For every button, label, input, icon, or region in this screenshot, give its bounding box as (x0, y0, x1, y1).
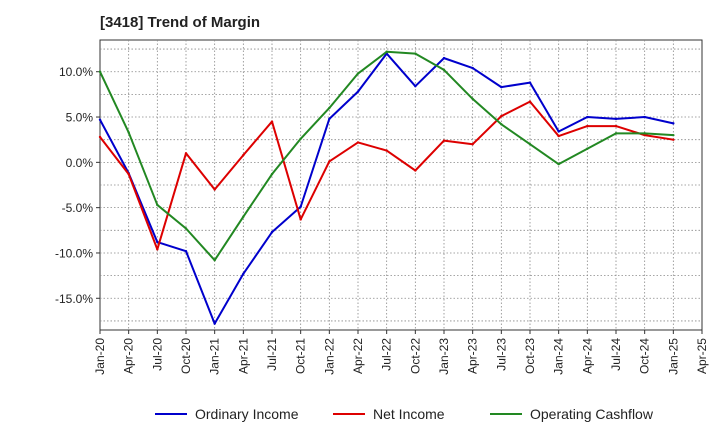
data-point-net-income (213, 188, 216, 191)
data-point-ordinary-income (471, 66, 474, 70)
data-point-operating-cashflow (528, 143, 532, 146)
data-point-ordinary-income (672, 122, 675, 125)
x-tick-label: Jan-24 (552, 338, 566, 375)
x-tick-label: Jan-21 (208, 338, 222, 375)
y-tick-label: 10.0% (59, 65, 93, 79)
data-point-operating-cashflow (156, 203, 159, 207)
data-point-net-income (328, 160, 331, 163)
y-tick-label: -5.0% (62, 201, 94, 215)
data-point-ordinary-income (184, 249, 188, 253)
data-point-net-income (242, 153, 245, 157)
data-point-operating-cashflow (643, 132, 646, 135)
x-tick-label: Oct-22 (408, 338, 422, 374)
x-tick-label: Oct-21 (294, 338, 308, 374)
x-tick-label: Jan-22 (322, 338, 336, 375)
y-tick-label: 5.0% (66, 111, 94, 125)
x-tick-label: Apr-23 (466, 338, 480, 374)
data-point-net-income (586, 124, 589, 128)
x-tick-label: Jul-23 (494, 338, 508, 371)
data-point-net-income (184, 152, 188, 155)
data-point-net-income (528, 100, 532, 103)
x-tick-label: Jul-24 (609, 338, 623, 371)
data-point-net-income (270, 120, 274, 123)
x-tick-label: Jul-21 (265, 338, 279, 371)
legend-label: Net Income (373, 406, 445, 422)
data-point-ordinary-income (614, 117, 618, 121)
data-point-operating-cashflow (471, 97, 474, 101)
data-point-net-income (98, 135, 102, 139)
y-tick-label: -10.0% (55, 246, 93, 260)
data-point-operating-cashflow (184, 227, 188, 230)
data-point-operating-cashflow (614, 132, 618, 135)
y-tick-label: 0.0% (66, 156, 94, 170)
y-tick-label: -15.0% (55, 292, 93, 306)
data-point-operating-cashflow (328, 106, 331, 110)
data-point-ordinary-income (299, 205, 302, 208)
data-point-ordinary-income (98, 118, 102, 121)
data-point-net-income (414, 169, 417, 172)
data-point-operating-cashflow (500, 123, 503, 126)
x-tick-label: Apr-20 (122, 338, 136, 374)
data-point-ordinary-income (500, 85, 503, 89)
data-point-ordinary-income (442, 56, 446, 60)
data-point-ordinary-income (270, 230, 274, 234)
x-tick-label: Oct-23 (523, 338, 537, 374)
data-point-operating-cashflow (586, 147, 589, 150)
data-point-ordinary-income (156, 240, 159, 244)
data-point-net-income (356, 141, 360, 144)
data-point-ordinary-income (586, 115, 589, 119)
data-point-net-income (557, 134, 560, 138)
data-point-net-income (299, 218, 302, 221)
x-tick-label: Oct-20 (179, 338, 193, 374)
x-tick-label: Jan-25 (666, 338, 680, 375)
data-point-ordinary-income (213, 322, 216, 325)
data-point-net-income (500, 114, 503, 118)
x-tick-label: Apr-21 (236, 338, 250, 374)
data-point-operating-cashflow (442, 68, 446, 72)
x-tick-label: Apr-24 (580, 338, 594, 374)
data-point-ordinary-income (328, 117, 331, 121)
data-point-operating-cashflow (414, 52, 417, 55)
legend-label: Operating Cashflow (530, 406, 654, 422)
legend-label: Ordinary Income (195, 406, 299, 422)
data-point-net-income (672, 138, 675, 141)
data-point-operating-cashflow (385, 50, 388, 53)
data-point-ordinary-income (356, 90, 360, 93)
data-point-ordinary-income (528, 81, 532, 84)
data-point-operating-cashflow (242, 215, 245, 218)
data-point-net-income (442, 139, 446, 142)
x-tick-label: Apr-22 (351, 338, 365, 374)
data-point-operating-cashflow (672, 133, 675, 137)
data-point-net-income (614, 124, 618, 128)
data-point-ordinary-income (557, 130, 560, 133)
data-point-net-income (385, 149, 388, 152)
chart-title: [3418] Trend of Margin (100, 14, 261, 31)
x-tick-label: Jan-20 (93, 338, 107, 375)
data-point-net-income (471, 143, 474, 146)
x-tick-label: Apr-25 (695, 338, 709, 374)
data-point-operating-cashflow (98, 70, 102, 73)
data-point-operating-cashflow (557, 162, 560, 166)
data-point-net-income (127, 172, 130, 176)
x-tick-label: Jul-22 (380, 338, 394, 371)
data-point-operating-cashflow (213, 259, 216, 262)
data-point-ordinary-income (414, 85, 417, 88)
data-point-net-income (156, 248, 159, 251)
x-tick-label: Jul-20 (150, 338, 164, 371)
data-point-ordinary-income (643, 115, 646, 119)
data-point-operating-cashflow (270, 172, 274, 176)
data-point-operating-cashflow (299, 137, 302, 140)
x-tick-label: Oct-24 (638, 338, 652, 374)
data-point-operating-cashflow (356, 72, 360, 75)
data-point-operating-cashflow (127, 131, 130, 134)
data-point-ordinary-income (242, 272, 245, 276)
x-tick-label: Jan-23 (437, 338, 451, 375)
data-point-net-income (643, 133, 646, 137)
